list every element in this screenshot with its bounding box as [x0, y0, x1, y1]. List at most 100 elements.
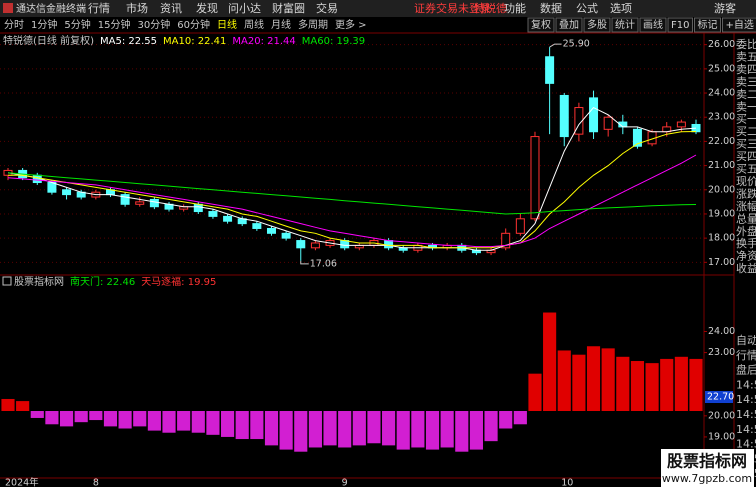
tool-button[interactable]: +自选 — [725, 18, 753, 31]
menu-item[interactable]: 选项 — [610, 2, 632, 15]
indicator-bar — [513, 411, 527, 425]
indicator-bar — [191, 411, 205, 433]
period-tab[interactable]: 更多 > — [335, 18, 367, 31]
candle-body — [589, 97, 599, 133]
indicator-bar — [118, 411, 132, 429]
y-tick-label: 19.00 — [708, 431, 735, 442]
sidebar-tick: 自动 — [736, 334, 756, 347]
indicator-bar — [133, 411, 147, 427]
menu-item[interactable]: 数据 — [540, 1, 562, 15]
menu-item[interactable]: 资讯 — [160, 2, 182, 15]
indicator-bar — [425, 411, 440, 450]
period-tab[interactable]: 日线 — [217, 18, 237, 31]
tool-button[interactable]: 复权 — [531, 18, 551, 31]
menu-bar — [0, 0, 756, 17]
tool-button-frame — [693, 17, 721, 33]
period-tab[interactable]: 30分钟 — [137, 18, 170, 31]
sidebar-label: 卖二 — [736, 88, 756, 101]
sidebar-label: 卖五 — [736, 50, 756, 63]
period-tab[interactable]: 分时 — [4, 19, 24, 31]
menu-item[interactable]: 交易 — [316, 1, 338, 15]
x-tick-label: 8 — [93, 478, 99, 487]
y-tick-label: 21.00 — [708, 160, 735, 171]
sidebar-label: 涨跌 — [736, 186, 756, 200]
indicator-bar — [294, 411, 308, 452]
indicator-bar — [455, 411, 469, 452]
login-status[interactable]: 证券交易未登录 — [414, 1, 491, 15]
sidebar-tick: 14:50 — [736, 423, 756, 436]
candle-body — [530, 136, 540, 220]
indicator-bar — [645, 363, 659, 411]
indicator-bar — [382, 411, 396, 446]
tool-button[interactable]: 多股 — [587, 18, 607, 31]
menu-item[interactable]: 行情 — [88, 2, 110, 15]
high-label: 25.90 — [563, 39, 590, 50]
period-tab[interactable]: 5分钟 — [64, 18, 90, 31]
candle-body — [281, 232, 291, 239]
menu-item[interactable]: 发现 — [196, 1, 218, 15]
legend-entry: MA5: 22.55 — [100, 36, 157, 47]
indicator-bar — [411, 411, 425, 448]
sidebar-label: 买一 — [736, 113, 756, 126]
indicator-bar — [528, 373, 542, 411]
watermark-box — [661, 449, 754, 487]
x-tick-label: 2024年 — [5, 477, 39, 487]
sidebar-tick: 盘后 — [736, 363, 756, 377]
menu-item[interactable]: 公式 — [576, 2, 598, 15]
legend-entry: 天马逐福: 19.95 — [141, 275, 216, 288]
candle-body — [208, 211, 218, 217]
candle-body — [47, 182, 57, 193]
period-tab[interactable]: 60分钟 — [177, 18, 210, 31]
indicator-bar — [162, 411, 176, 433]
tool-button[interactable]: 画线 — [643, 18, 663, 31]
stock-name[interactable]: 特锐德 — [474, 1, 507, 15]
indicator-bar — [367, 411, 381, 444]
y-tick-label: 23.00 — [708, 347, 735, 358]
indicator-bar — [572, 354, 586, 411]
low-label: 17.06 — [310, 258, 337, 269]
tool-button[interactable]: F10 — [671, 20, 689, 31]
sidebar-label: 外盘 — [736, 224, 756, 238]
menu-item[interactable]: 财富圈 — [272, 1, 305, 15]
indicator-bar — [89, 411, 103, 421]
tool-button[interactable]: 统计 — [615, 18, 635, 31]
sidebar-tick: 14:50 — [736, 408, 756, 421]
tool-button-frame — [527, 17, 555, 33]
sidebar-label: 买二 — [736, 125, 756, 138]
period-tab[interactable]: 多周期 — [298, 18, 328, 31]
period-tab[interactable]: 15分钟 — [98, 18, 131, 31]
chart-title: 特锐德(日线 前复权) — [3, 34, 94, 47]
y-tick-label: 17.00 — [708, 257, 735, 268]
tool-button[interactable]: 叠加 — [559, 19, 579, 31]
indicator-bar — [440, 411, 454, 448]
legend-entry: MA60: 19.39 — [302, 36, 365, 47]
indicator-bar — [264, 411, 279, 446]
candle-body — [574, 107, 584, 135]
indicator-bar — [338, 411, 352, 448]
candle-body — [296, 240, 306, 249]
ma-line — [7, 154, 697, 248]
candle-body — [193, 203, 203, 213]
y-tick-label: 19.00 — [708, 208, 735, 219]
sidebar-label: 卖四 — [736, 63, 756, 76]
menu-item[interactable]: 市场 — [126, 1, 148, 15]
ma-line — [8, 131, 697, 249]
period-tab[interactable]: 月线 — [271, 18, 291, 31]
user[interactable]: 游客 — [714, 1, 736, 15]
sidebar-label: 买四 — [736, 150, 756, 163]
ma-line — [7, 106, 697, 251]
sidebar-label: 买三 — [736, 138, 756, 151]
indicator-bar — [469, 411, 483, 450]
indicator-bar — [30, 411, 44, 418]
tool-button[interactable]: 标记 — [697, 19, 717, 31]
menu-item[interactable]: 问小达 — [228, 2, 261, 15]
high-pointer — [549, 43, 562, 48]
marker-label: 22.70 — [707, 392, 734, 403]
period-tab[interactable]: 1分钟 — [31, 18, 57, 31]
indicator-bar — [74, 411, 88, 423]
menu-item[interactable]: 功能 — [504, 1, 526, 15]
period-tab[interactable]: 周线 — [244, 18, 264, 31]
y-tick-label: 18.00 — [708, 233, 735, 244]
sidebar-label: 卖一 — [736, 100, 756, 113]
candle-body — [501, 232, 511, 249]
